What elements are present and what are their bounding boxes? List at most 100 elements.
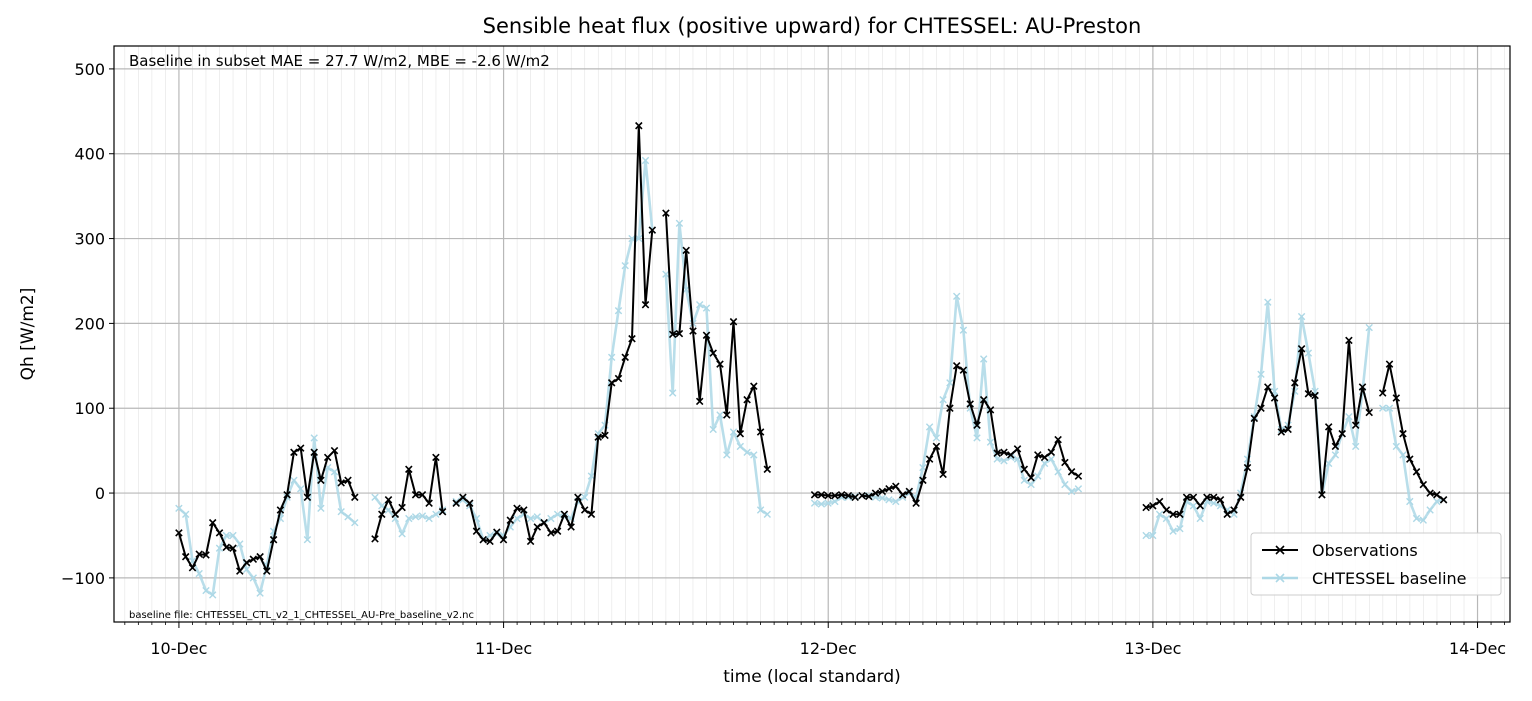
data-point-observations [263, 567, 271, 575]
data-point-chtessel-baseline [716, 411, 724, 419]
data-point-chtessel-baseline [1345, 413, 1353, 421]
x-tick-label: 13-Dec [1124, 639, 1181, 658]
data-point-chtessel-baseline [547, 514, 555, 523]
data-point-observations [296, 444, 305, 452]
data-point-observations [885, 485, 893, 493]
data-point-observations [824, 491, 832, 500]
data-point-observations [675, 329, 684, 338]
data-point-observations [479, 535, 487, 544]
data-point-chtessel-baseline [1399, 451, 1407, 459]
data-point-observations [242, 558, 251, 567]
data-point-observations [682, 246, 690, 255]
data-point-observations [1034, 451, 1042, 459]
data-point-observations [452, 499, 460, 507]
data-point-observations [499, 535, 508, 544]
data-point-chtessel-baseline [209, 591, 217, 599]
data-point-chtessel-baseline [1392, 442, 1400, 451]
data-point-observations [432, 453, 440, 462]
data-point-observations [567, 523, 575, 531]
data-point-chtessel-baseline [344, 513, 352, 521]
y-tick-label: 100 [74, 399, 105, 418]
data-point-chtessel-baseline [696, 301, 704, 309]
series-chtessel-baseline [175, 156, 1448, 599]
data-point-chtessel-baseline [310, 434, 318, 442]
data-point-observations [831, 491, 839, 500]
data-point-chtessel-baseline [553, 510, 562, 518]
data-point-observations [384, 496, 393, 504]
data-point-observations [330, 446, 339, 455]
data-point-chtessel-baseline [756, 506, 765, 514]
data-point-chtessel-baseline [303, 536, 312, 544]
data-point-chtessel-baseline [1297, 312, 1306, 321]
data-point-chtessel-baseline [526, 514, 535, 523]
data-point-observations [418, 491, 427, 499]
data-point-observations [465, 499, 474, 507]
data-point-chtessel-baseline [614, 307, 623, 315]
plot-frame [113, 45, 1511, 623]
data-point-observations [1074, 472, 1083, 480]
data-point-observations [1378, 389, 1387, 397]
annotation-top: Baseline in subset MAE = 27.7 W/m2, MBE … [129, 52, 550, 70]
data-point-observations [607, 379, 616, 387]
data-point-observations [351, 493, 359, 502]
data-point-observations [952, 362, 961, 370]
data-point-chtessel-baseline [411, 513, 420, 521]
data-point-observations [763, 465, 772, 474]
data-point-chtessel-baseline [398, 530, 406, 538]
data-point-observations [310, 448, 318, 457]
data-point-observations [459, 493, 467, 502]
data-point-chtessel-baseline [1412, 514, 1421, 523]
x-tick-label: 14-Dec [1449, 639, 1506, 658]
data-point-chtessel-baseline [175, 504, 183, 512]
data-point-chtessel-baseline [371, 493, 379, 501]
series-line-observations [1381, 363, 1445, 501]
data-point-chtessel-baseline [236, 540, 244, 548]
data-point-chtessel-baseline [669, 389, 677, 397]
data-point-observations [702, 331, 711, 340]
data-point-observations [520, 506, 528, 514]
x-tick-label: 11-Dec [475, 639, 532, 658]
data-point-observations [1236, 493, 1245, 502]
data-point-chtessel-baseline [1419, 516, 1427, 524]
data-point-observations [979, 395, 988, 404]
data-point-observations [939, 470, 947, 479]
data-point-observations [188, 563, 197, 572]
data-point-observations [892, 482, 900, 491]
data-point-observations [959, 366, 968, 374]
data-point-observations [526, 537, 535, 546]
data-point-chtessel-baseline [330, 468, 339, 476]
data-point-observations [851, 493, 859, 502]
data-point-chtessel-baseline [1142, 531, 1150, 540]
data-point-observations [1304, 390, 1313, 398]
data-point-observations [1257, 404, 1265, 412]
y-tick-label: 0 [95, 484, 105, 503]
data-point-chtessel-baseline [1067, 487, 1076, 496]
data-point-chtessel-baseline [675, 219, 684, 227]
data-point-observations [269, 535, 278, 544]
data-point-observations [472, 527, 481, 535]
data-point-observations [1176, 510, 1184, 519]
data-point-observations [1277, 428, 1286, 436]
data-point-observations [493, 528, 501, 536]
data-point-observations [1426, 489, 1434, 497]
data-point-observations [1243, 463, 1252, 472]
data-point-observations [932, 442, 941, 451]
data-point-observations [1216, 496, 1225, 504]
data-point-observations [628, 334, 636, 343]
data-point-chtessel-baseline [1196, 514, 1204, 523]
data-point-observations [344, 476, 352, 485]
data-point-observations [871, 489, 880, 497]
data-point-observations [1007, 451, 1015, 459]
data-point-observations [1013, 445, 1022, 453]
data-point-observations [1000, 448, 1008, 457]
data-point-observations [1189, 493, 1198, 502]
data-point-observations [547, 529, 555, 537]
data-point-observations [1324, 423, 1333, 431]
data-point-observations [946, 404, 954, 412]
data-point-observations [641, 300, 650, 309]
data-point-observations [919, 476, 927, 485]
data-point-chtessel-baseline [1385, 404, 1394, 412]
data-point-chtessel-baseline [337, 508, 345, 516]
data-point-observations [378, 510, 386, 519]
data-point-chtessel-baseline [290, 476, 298, 484]
